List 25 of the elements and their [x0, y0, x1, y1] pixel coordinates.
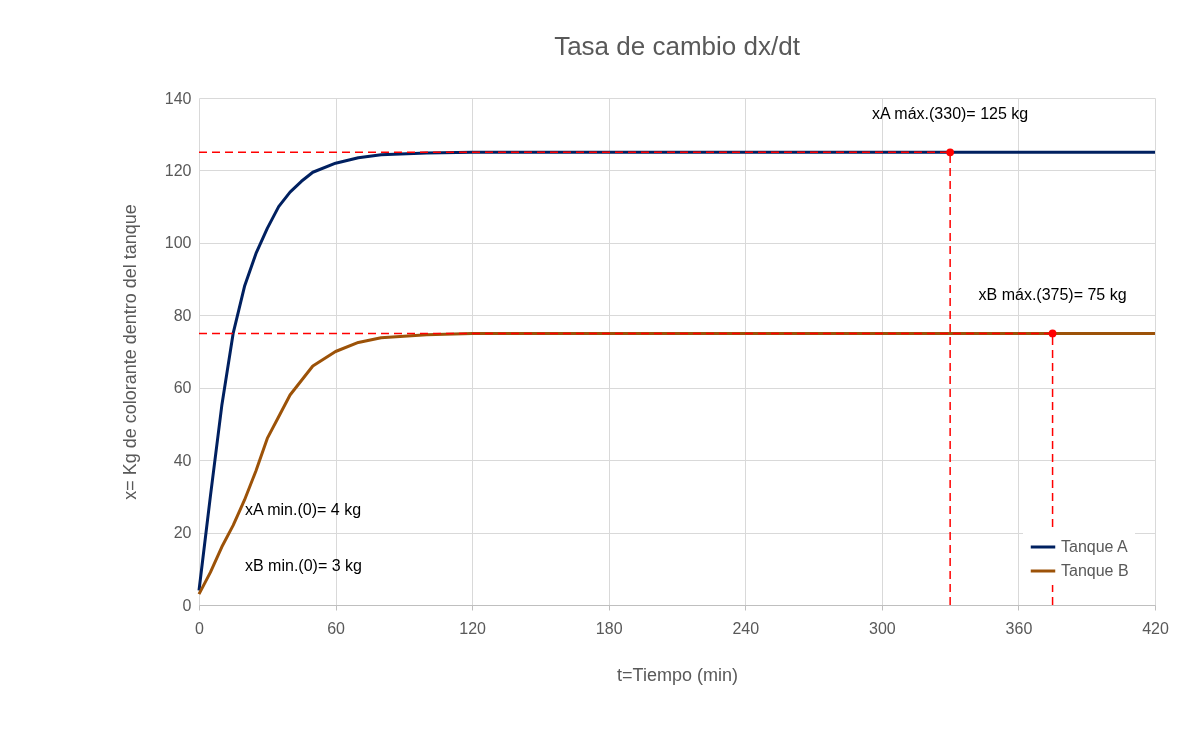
- x-tick-label: 0: [195, 619, 205, 637]
- y-tick-label: 100: [164, 234, 192, 252]
- chart-title: Tasa de cambio dx/dt: [554, 31, 801, 61]
- x-tick-label: 420: [1142, 619, 1169, 637]
- x-tick-label: 120: [459, 619, 487, 637]
- y-tick-label: 140: [164, 89, 192, 107]
- legend-label: Tanque A: [1061, 538, 1129, 555]
- x-tick-label: 240: [732, 619, 760, 637]
- y-tick-label: 0: [182, 596, 192, 614]
- annotation: xB máx.(375)= 75 kg: [978, 286, 1127, 304]
- x-axis-title: t=Tiempo (min): [617, 664, 738, 685]
- x-tick-label: 60: [327, 619, 346, 637]
- y-axis-title: x= Kg de colorante dentro del tanque: [119, 204, 140, 500]
- y-tick-label: 120: [164, 161, 192, 179]
- y-tick-label: 40: [173, 451, 192, 469]
- legend-label: Tanque B: [1061, 562, 1129, 579]
- x-tick-label: 360: [1005, 619, 1033, 637]
- annotation: xA min.(0)= 4 kg: [245, 501, 362, 518]
- y-tick-label: 80: [173, 306, 192, 324]
- annotation: xA máx.(330)= 125 kg: [872, 105, 1029, 123]
- x-tick-label: 300: [869, 619, 896, 637]
- y-tick-label: 60: [173, 379, 192, 397]
- y-tick-label: 20: [173, 524, 192, 542]
- annotation: xB min.(0)= 3 kg: [245, 557, 362, 574]
- x-tick-label: 180: [595, 619, 623, 637]
